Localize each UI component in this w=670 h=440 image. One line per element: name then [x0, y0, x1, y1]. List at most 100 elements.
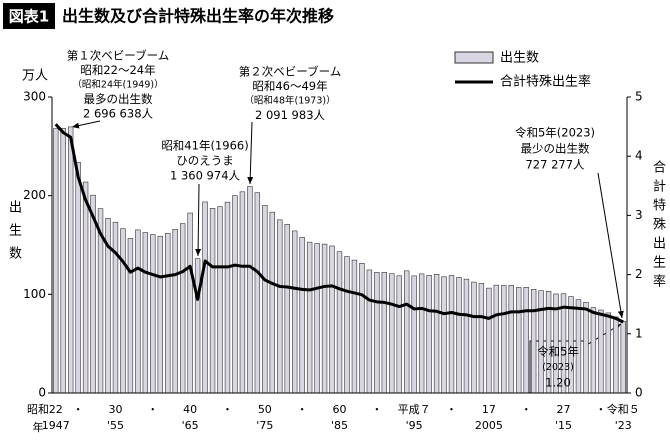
bar	[135, 229, 141, 394]
annotation: 2 696 638人	[83, 107, 154, 121]
y2-tick-label: 1	[635, 326, 643, 340]
bar	[605, 312, 612, 394]
bar	[269, 211, 275, 394]
title-tag: 図表1	[9, 8, 49, 26]
bar	[374, 272, 380, 394]
y2-axis-label: 合計特殊出生率	[650, 160, 665, 293]
annotation: 第２次ベビーブーム	[239, 65, 341, 79]
y-tick-label: 200	[23, 188, 46, 202]
bar	[299, 237, 305, 394]
bar	[224, 201, 231, 394]
bar	[366, 269, 373, 394]
bar	[418, 273, 425, 394]
bar	[53, 128, 59, 394]
annotation: 昭和22～24年	[80, 63, 155, 77]
bar	[150, 234, 156, 394]
bar	[538, 290, 544, 394]
bar	[194, 258, 201, 394]
annotation: 1.20	[545, 376, 571, 390]
x-tick-label: 27	[557, 403, 571, 416]
y-unit-label: 万人	[22, 69, 48, 84]
x-year-label: '55	[107, 419, 124, 432]
bar	[247, 186, 253, 394]
legend-label: 出生数	[500, 51, 539, 66]
y2-tick-label: 0	[635, 386, 643, 400]
x-era-label: 昭和	[27, 403, 49, 416]
bar	[598, 309, 604, 394]
x-tick-label: 平成７	[398, 403, 431, 416]
bar	[478, 283, 485, 394]
y2-tick-label: 5	[635, 90, 643, 104]
annotation: 令和5年	[537, 345, 579, 359]
x-tick-label: 30	[108, 403, 122, 416]
x-tick-label: ・	[446, 403, 457, 416]
title-tag-box	[3, 3, 55, 29]
x-tick-label: 22	[49, 403, 63, 416]
x-tick-label: ・	[222, 403, 233, 416]
x-year-label: '15	[555, 419, 572, 432]
chart-title: 出生数及び合計特殊出生率の年次推移	[62, 7, 334, 26]
annotation: 昭和46～49年	[252, 79, 327, 93]
bar	[620, 320, 626, 394]
y-axis-label: 出生数	[6, 200, 21, 269]
y-tick-label: 300	[23, 90, 46, 104]
y2-tick-label: 3	[635, 208, 643, 222]
x-tick-label: 60	[333, 403, 347, 416]
annotation: 第１次ベビーブーム	[67, 49, 169, 63]
y-tick-label: 100	[23, 287, 46, 301]
x-tick-label: 50	[258, 403, 272, 416]
bar	[441, 276, 447, 394]
bar	[433, 274, 440, 394]
bar	[284, 224, 290, 394]
annotation: (2023)	[542, 362, 574, 373]
bar	[426, 275, 432, 394]
annotation: 令和5年(2023)	[515, 126, 595, 140]
bar	[292, 230, 298, 394]
x-year-label: '85	[331, 419, 348, 432]
x-tick-label: ・	[595, 403, 606, 416]
bar	[448, 275, 455, 394]
bar	[501, 285, 507, 394]
x-tick-label: ・	[297, 403, 308, 416]
annotation: ひのえうま	[176, 154, 234, 168]
x-tick-label: 40	[183, 403, 197, 416]
rate-line	[54, 123, 624, 324]
annotation: 2 091 983人	[255, 108, 326, 122]
bar	[254, 192, 261, 394]
bar	[157, 235, 163, 394]
bar	[67, 126, 74, 394]
bar	[75, 162, 81, 394]
annotation: 727 277人	[525, 158, 585, 172]
bar	[493, 284, 500, 394]
bar	[530, 289, 537, 394]
x-year-label: 1947	[42, 419, 70, 432]
bar	[120, 228, 126, 394]
bar	[404, 270, 410, 394]
legend-label: 合計特殊出生率	[500, 74, 591, 90]
bar	[172, 229, 178, 394]
x-year-label: '75	[256, 419, 273, 432]
annotation: 最多の出生数	[84, 92, 153, 106]
bar	[411, 275, 417, 394]
annotation: （昭和48年(1973)）	[244, 95, 335, 107]
bar	[179, 223, 186, 394]
x-year-label: '65	[182, 419, 199, 432]
bar	[396, 275, 402, 394]
bar	[90, 194, 96, 394]
x-tick-label: ・	[521, 403, 532, 416]
annotation-arrows	[71, 120, 624, 347]
bar	[60, 128, 66, 394]
x-tick-label: 17	[482, 403, 496, 416]
bar	[306, 241, 313, 394]
x-year-label: '95	[406, 419, 423, 432]
x-year-label: 2005	[475, 419, 503, 432]
bar	[277, 219, 283, 394]
bar	[359, 263, 365, 394]
bar	[262, 205, 268, 394]
bar	[456, 277, 462, 394]
bar	[314, 243, 320, 394]
bar	[321, 243, 328, 394]
bar	[165, 232, 171, 394]
